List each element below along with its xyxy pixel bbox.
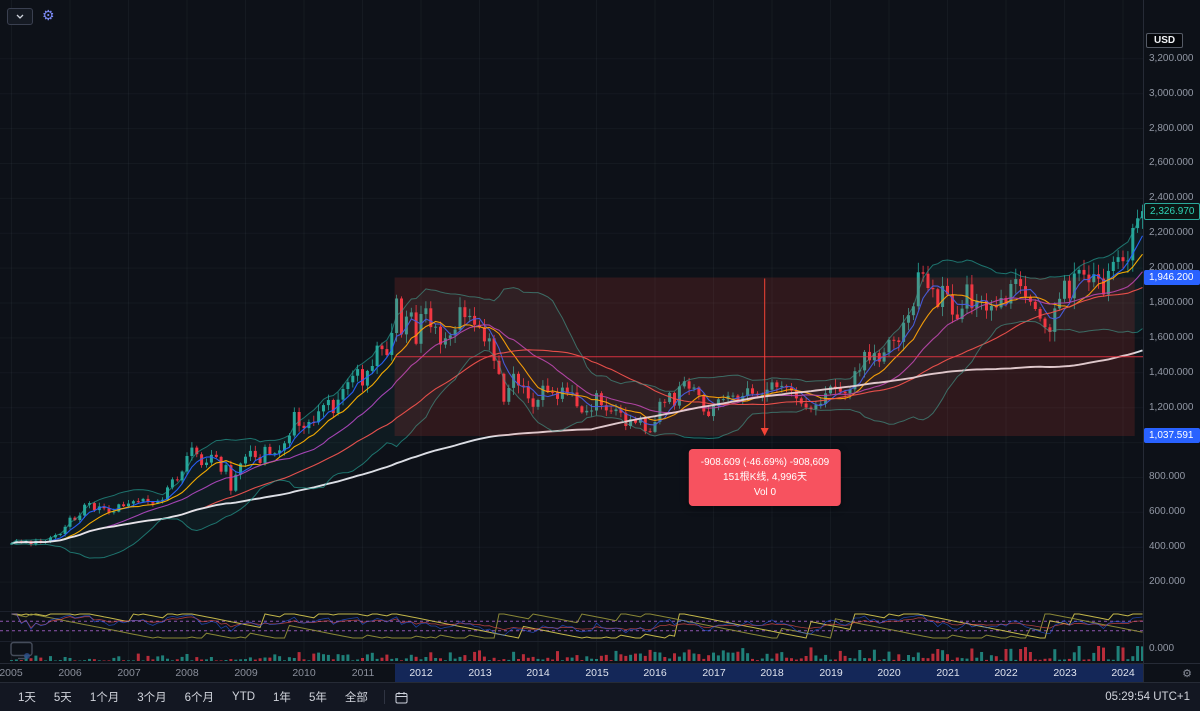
currency-badge: USD — [1146, 33, 1184, 48]
axis-corner: ⚙ — [1143, 663, 1200, 682]
last-price-badge[interactable]: 2,326.970 — [1144, 203, 1200, 220]
range-button-5年[interactable]: 5年 — [301, 686, 335, 708]
price-tick-label: 2,800.000 — [1149, 123, 1194, 134]
settings-gear-icon[interactable]: ⚙ — [42, 7, 55, 23]
range-button-1个月[interactable]: 1个月 — [82, 686, 127, 708]
year-tick-label: 2014 — [526, 667, 550, 679]
measure-top-price-badge[interactable]: 1,946.200 — [1144, 270, 1200, 285]
range-button-3个月[interactable]: 3个月 — [129, 686, 174, 708]
price-tick-label: 1,600.000 — [1149, 332, 1194, 343]
year-tick-label: 2010 — [292, 667, 316, 679]
year-tick-label: 2019 — [819, 667, 843, 679]
year-tick-label: 2017 — [702, 667, 726, 679]
year-tick-label: 2020 — [877, 667, 901, 679]
range-button-1年[interactable]: 1年 — [265, 686, 299, 708]
price-tick-label: 800.000 — [1149, 471, 1186, 482]
calendar-icon — [395, 691, 408, 703]
range-button-1天[interactable]: 1天 — [10, 686, 44, 708]
year-tick-label: 2016 — [643, 667, 667, 679]
measure-volume-text: Vol 0 — [753, 487, 777, 498]
range-button-6个月[interactable]: 6个月 — [177, 686, 222, 708]
range-button-5天[interactable]: 5天 — [46, 686, 80, 708]
price-tick-label: 1,200.000 — [1149, 402, 1194, 413]
clock-label[interactable]: 05:29:54 UTC+1 — [1105, 691, 1190, 703]
price-tick-label: 2,400.000 — [1149, 192, 1194, 203]
chart-watermark-icon — [10, 641, 34, 665]
year-tick-label: 2011 — [351, 667, 375, 679]
price-tick-label: 2,000.000 — [1149, 262, 1194, 273]
bottom-toolbar: 1天 5天 1个月 3个月 6个月 YTD 1年 5年 全部 05:29:54 UTC+1 — [0, 682, 1200, 711]
toolbar-divider — [383, 690, 385, 704]
price-tick-label: 1,800.000 — [1149, 297, 1194, 308]
year-tick-label: 2008 — [175, 667, 199, 679]
year-tick-label: 2012 — [409, 667, 433, 679]
measure-bottom-price-badge[interactable]: 1,037.591 — [1144, 428, 1200, 443]
measure-range-highlight — [395, 664, 1143, 683]
year-tick-label: 2022 — [994, 667, 1018, 679]
chevron-down-icon — [16, 14, 24, 19]
year-tick-label: 2006 — [58, 667, 82, 679]
price-tick-label: 1,400.000 — [1149, 367, 1194, 378]
indicator-zero-label: 0.000 — [1149, 643, 1175, 654]
measure-bars-days-text: 151根K线, 4,996天 — [723, 472, 807, 483]
year-tick-label: 2009 — [234, 667, 258, 679]
year-tick-label: 2023 — [1053, 667, 1077, 679]
price-tick-label: 600.000 — [1149, 506, 1186, 517]
price-tick-label: 3,200.000 — [1149, 53, 1194, 64]
year-tick-label: 2007 — [117, 667, 141, 679]
measure-change-text: -908.609 (-46.69%) -908,609 — [700, 457, 830, 468]
price-tick-label: 3,000.000 — [1149, 88, 1194, 99]
price-tick-label: 2,600.000 — [1149, 157, 1194, 168]
price-tick-label: 400.000 — [1149, 541, 1186, 552]
time-axis[interactable]: 2005 2006 2007 2008 2009 2010 2011 2012 2013 2014… — [0, 663, 1143, 683]
year-tick-label: 2015 — [585, 667, 609, 679]
price-scale[interactable]: USD 3,200.000 3,000.000 2,800.000 2,600.000… — [1143, 0, 1200, 663]
chart-area[interactable]: ⚙ -908.609 (-46.69%) -908,609 151根K线, 4,… — [0, 0, 1143, 663]
price-tick-label: 2,200.000 — [1149, 227, 1194, 238]
year-tick-label: 2018 — [760, 667, 784, 679]
year-tick-label: 2021 — [936, 667, 960, 679]
price-chart-canvas[interactable] — [0, 0, 1143, 663]
year-tick-label: 2024 — [1111, 667, 1135, 679]
legend-collapse-button[interactable] — [7, 8, 33, 25]
price-tick-label: 200.000 — [1149, 576, 1186, 587]
range-button-YTD[interactable]: YTD — [224, 688, 263, 706]
year-tick-label: 2005 — [0, 667, 23, 679]
range-button-全部[interactable]: 全部 — [337, 686, 376, 708]
go-to-date-button[interactable] — [393, 689, 410, 706]
measure-tooltip[interactable]: -908.609 (-46.69%) -908,609 151根K线, 4,99… — [688, 449, 842, 506]
axis-settings-gear-icon[interactable]: ⚙ — [1182, 667, 1192, 680]
year-tick-label: 2013 — [468, 667, 492, 679]
